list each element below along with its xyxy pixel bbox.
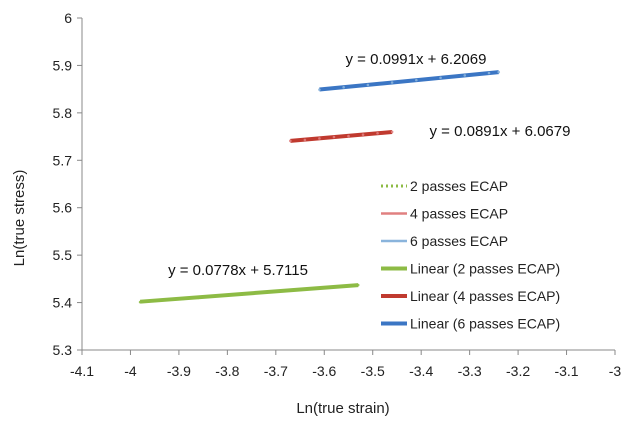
data-point	[318, 137, 321, 140]
equation-6-passes: y = 0.0991x + 6.2069	[346, 51, 487, 68]
y-tick-label: 5.3	[53, 342, 73, 358]
equation-2-passes: y = 0.0778x + 5.7115	[168, 262, 308, 279]
data-point	[269, 290, 273, 294]
y-tick-label: 6	[64, 10, 72, 26]
data-point	[226, 294, 229, 297]
data-point	[167, 298, 171, 302]
x-tick-label: -3.3	[458, 363, 482, 379]
data-point	[342, 285, 345, 288]
data-point	[153, 299, 156, 303]
legend-label: Linear (4 passes ECAP)	[410, 288, 560, 304]
x-axis-ticks: -4.1 -4 -3.9 -3.8 -3.7 -3.6 -3.5 -3.4 -3.3 -3.2 -3…	[70, 350, 621, 379]
data-point	[390, 81, 394, 84]
data-point	[463, 74, 467, 77]
data-point	[289, 139, 292, 143]
x-tick-label: -3.8	[215, 363, 239, 379]
legend-label: 2 passes ECAP	[410, 178, 508, 194]
data-point	[366, 83, 370, 87]
data-point	[356, 283, 360, 287]
series-layer	[138, 70, 501, 304]
data-point	[138, 300, 142, 304]
data-point	[284, 289, 287, 293]
y-tick-label: 5.8	[53, 105, 73, 121]
y-tick-label: 5.7	[53, 152, 73, 168]
data-point	[255, 291, 258, 295]
data-point	[327, 286, 331, 289]
data-point	[487, 71, 491, 75]
data-point	[240, 293, 244, 296]
y-tick-label: 5.9	[53, 57, 73, 73]
data-point	[332, 135, 336, 139]
y-tick-label: 5.5	[53, 247, 73, 263]
data-point	[196, 296, 200, 300]
x-tick-label: -3.9	[167, 363, 191, 379]
data-point	[182, 297, 186, 301]
trendline	[319, 70, 499, 92]
data-point	[415, 78, 418, 82]
x-tick-label: -4.1	[70, 363, 94, 379]
data-point	[439, 76, 442, 80]
x-tick-label: -4	[124, 363, 137, 379]
y-axis-ticks: 5.3 5.4 5.5 5.6 5.7 5.8 5.9 6	[53, 10, 82, 358]
y-axis-title: Ln(true stress)	[11, 170, 28, 267]
plot-area: -4.1 -4 -3.9 -3.8 -3.7 -3.6 -3.5 -3.4 -3.3 -3.2 -3…	[53, 10, 622, 379]
legend-label: 4 passes ECAP	[410, 206, 508, 222]
equation-4-passes: y = 0.0891x + 6.0679	[430, 123, 571, 140]
x-tick-label: -3.6	[312, 363, 336, 379]
y-tick-label: 5.4	[53, 295, 73, 311]
trendline	[290, 130, 393, 143]
legend-label: Linear (2 passes ECAP)	[410, 261, 560, 277]
data-point	[342, 85, 345, 89]
legend-label: Linear (6 passes ECAP)	[410, 316, 560, 332]
x-tick-label: -3.2	[506, 363, 530, 379]
x-axis-title: Ln(true strain)	[296, 400, 389, 417]
data-point	[497, 70, 501, 74]
legend-label: 6 passes ECAP	[410, 233, 508, 249]
data-point	[313, 287, 316, 290]
x-tick-label: -3.4	[409, 363, 433, 379]
data-point	[361, 133, 365, 136]
x-tick-label: -3	[609, 363, 622, 379]
legend: 2 passes ECAP 4 passes ECAP 6 passes ECAP L…	[381, 178, 560, 332]
data-point	[390, 130, 394, 134]
trendline	[139, 283, 359, 304]
data-point	[303, 138, 307, 142]
data-point	[318, 88, 321, 91]
data-point	[298, 288, 302, 292]
data-point	[211, 295, 215, 298]
y-tick-label: 5.6	[53, 200, 73, 216]
x-tick-label: -3.7	[264, 363, 288, 379]
data-point	[347, 134, 350, 138]
x-tick-label: -3.1	[554, 363, 578, 379]
data-point	[376, 131, 379, 135]
x-tick-label: -3.5	[361, 363, 385, 379]
